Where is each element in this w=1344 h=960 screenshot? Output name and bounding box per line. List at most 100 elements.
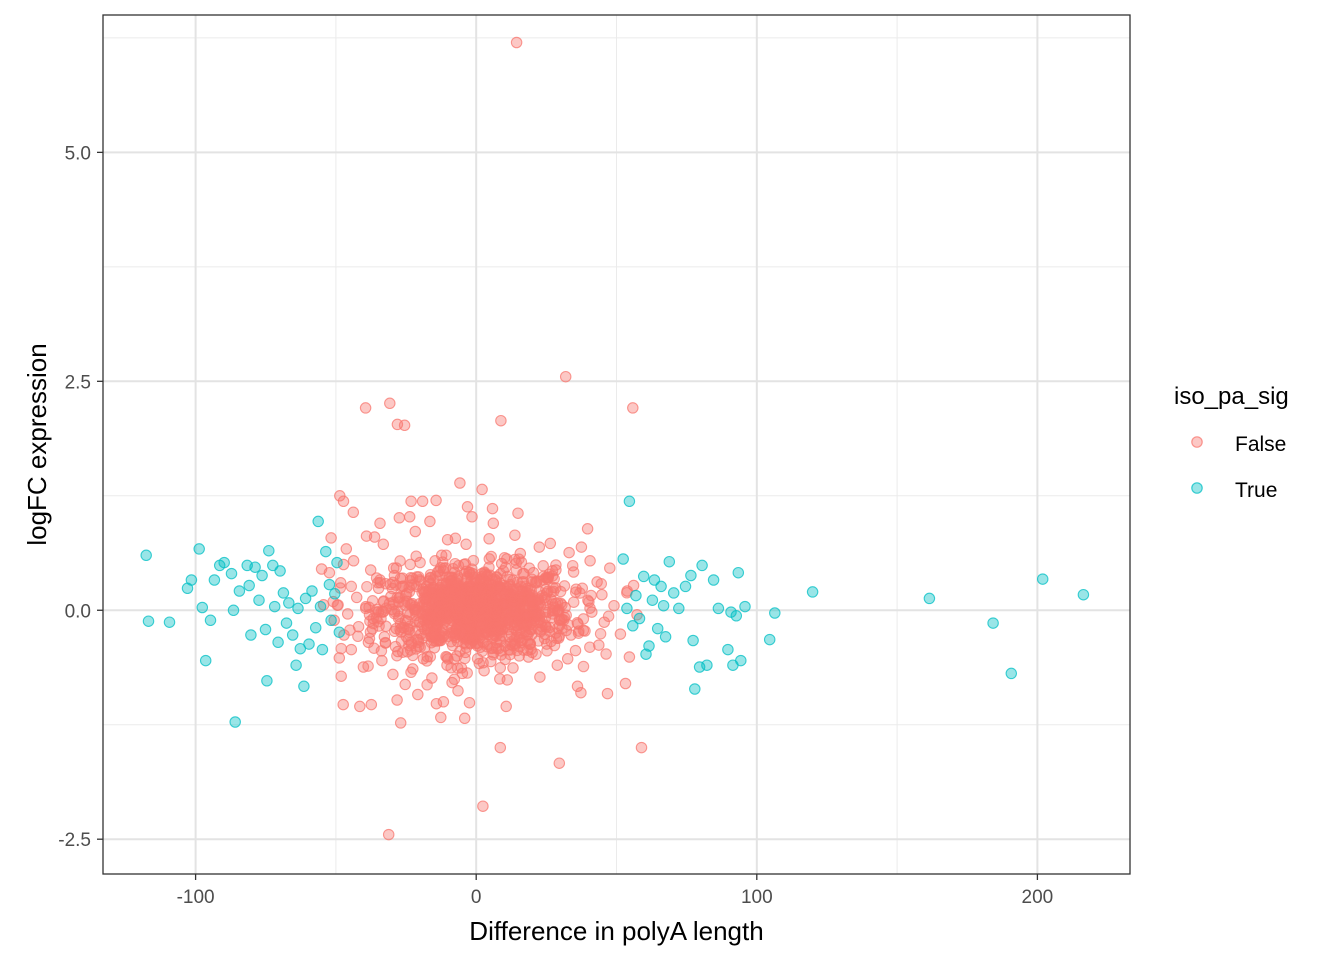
point-false [509, 529, 521, 541]
point-false [410, 550, 422, 562]
point-true [261, 675, 273, 687]
point-false-core [449, 557, 461, 570]
point-true [259, 623, 272, 636]
point-false [387, 562, 400, 574]
point-false-core [493, 577, 506, 589]
point-false-core [430, 620, 443, 632]
point-false [377, 606, 389, 618]
point-false [476, 483, 488, 496]
point-true [687, 634, 699, 647]
panel-border [102, 14, 1131, 875]
point-false [333, 652, 346, 664]
point-true [233, 585, 246, 597]
point-false [487, 517, 500, 530]
point-false [510, 605, 522, 617]
point-false-core [594, 628, 607, 640]
point-false [408, 603, 421, 616]
point-false-core [532, 599, 544, 612]
point-false [419, 593, 431, 606]
point-true [735, 654, 747, 667]
point-false [337, 558, 350, 571]
x-tick-label: 200 [1022, 887, 1054, 908]
point-false [426, 672, 438, 684]
point-false [341, 608, 354, 620]
point-true [730, 610, 743, 622]
point-false-core [415, 606, 428, 618]
point-false [454, 477, 466, 489]
point-false-core [514, 623, 527, 636]
point-true [249, 561, 261, 573]
point-false [500, 700, 512, 713]
point-false-core [484, 593, 497, 606]
point-false [551, 659, 564, 671]
point-false [621, 585, 633, 597]
point-true [193, 543, 205, 555]
point-true [623, 495, 636, 508]
point-false [345, 643, 358, 656]
point-false-core [464, 611, 477, 623]
legend: iso_pa_sig False True [1174, 383, 1289, 502]
point-false-core [600, 648, 612, 660]
point-false [376, 654, 388, 667]
point-false [390, 622, 402, 635]
point-false [452, 685, 464, 697]
point-false-core [427, 581, 439, 594]
point-true [689, 683, 701, 695]
point-false-core [434, 569, 446, 581]
point-false [512, 507, 524, 519]
point-false-core [524, 637, 536, 650]
point-true [280, 617, 293, 629]
point-false [497, 599, 509, 611]
point-false [534, 671, 546, 683]
point-false [385, 590, 397, 603]
point-true [227, 604, 240, 617]
point-false [378, 631, 391, 643]
point-true [707, 574, 720, 586]
point-true [679, 580, 692, 593]
point-false-core [521, 582, 534, 595]
point-false [536, 620, 548, 633]
point-false [409, 525, 422, 538]
point-false [337, 495, 350, 508]
point-false [563, 546, 575, 559]
point-false [522, 651, 535, 663]
point-false [544, 537, 557, 550]
point-false [430, 494, 442, 507]
point-false [325, 532, 337, 544]
point-false [405, 638, 418, 650]
point-false [447, 630, 460, 642]
x-tick-label: -100 [177, 887, 215, 908]
point-true [617, 553, 629, 565]
point-true [268, 600, 281, 613]
point-true [312, 515, 324, 528]
point-false [393, 512, 406, 524]
point-false [416, 495, 429, 508]
point-true [739, 600, 751, 613]
point-false [392, 645, 404, 658]
point-true [331, 556, 343, 569]
point-false [502, 623, 515, 636]
point-false [393, 596, 405, 608]
point-true [659, 631, 672, 643]
point-true [643, 640, 655, 652]
point-true [630, 589, 642, 602]
point-true [309, 621, 322, 634]
point-true [283, 597, 295, 609]
point-false [504, 580, 516, 593]
point-true [633, 612, 646, 625]
point-true [651, 622, 664, 635]
point-false [399, 678, 411, 691]
point-false [446, 676, 458, 689]
point-false-core [404, 575, 417, 587]
point-false [441, 659, 453, 671]
point-false [570, 583, 582, 595]
point-false [466, 511, 478, 523]
point-false-core [530, 577, 543, 589]
point-true [1077, 588, 1090, 601]
point-true [204, 614, 217, 627]
point-false-core [537, 560, 549, 572]
point-true [245, 629, 257, 641]
point-false-core [518, 567, 530, 580]
point-false-core [485, 550, 497, 563]
point-false [398, 419, 411, 432]
